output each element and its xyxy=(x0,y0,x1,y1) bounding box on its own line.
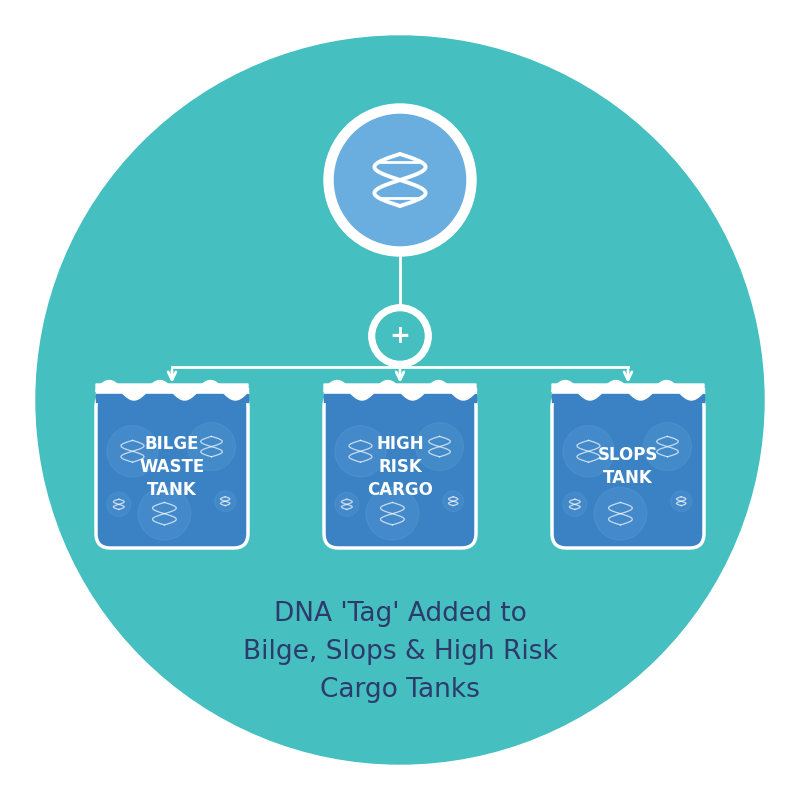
Polygon shape xyxy=(96,384,248,400)
Circle shape xyxy=(20,20,780,780)
Circle shape xyxy=(563,426,614,477)
Circle shape xyxy=(643,422,691,470)
Circle shape xyxy=(187,422,235,470)
Circle shape xyxy=(366,487,419,540)
Text: BILGE
WASTE
TANK: BILGE WASTE TANK xyxy=(139,435,205,498)
Circle shape xyxy=(36,36,764,764)
Circle shape xyxy=(415,422,463,470)
FancyBboxPatch shape xyxy=(96,392,248,548)
Text: DNA 'Tag' Added to
Bilge, Slops & High Risk
Cargo Tanks: DNA 'Tag' Added to Bilge, Slops & High R… xyxy=(242,601,558,703)
Circle shape xyxy=(443,490,464,512)
Circle shape xyxy=(376,312,424,360)
Text: HIGH
RISK
CARGO: HIGH RISK CARGO xyxy=(367,435,433,498)
Circle shape xyxy=(107,426,158,477)
Circle shape xyxy=(563,492,587,516)
Circle shape xyxy=(594,487,647,540)
FancyBboxPatch shape xyxy=(324,392,476,548)
Circle shape xyxy=(335,426,386,477)
Text: +: + xyxy=(390,324,410,348)
Polygon shape xyxy=(552,384,704,400)
Circle shape xyxy=(138,487,190,540)
Text: SLOPS
TANK: SLOPS TANK xyxy=(598,446,658,487)
Polygon shape xyxy=(324,384,476,400)
FancyBboxPatch shape xyxy=(552,392,704,548)
Circle shape xyxy=(369,305,431,367)
Circle shape xyxy=(107,492,131,516)
Circle shape xyxy=(335,492,358,516)
Circle shape xyxy=(671,490,691,512)
Circle shape xyxy=(324,104,476,256)
Circle shape xyxy=(214,490,235,512)
Circle shape xyxy=(334,114,466,246)
